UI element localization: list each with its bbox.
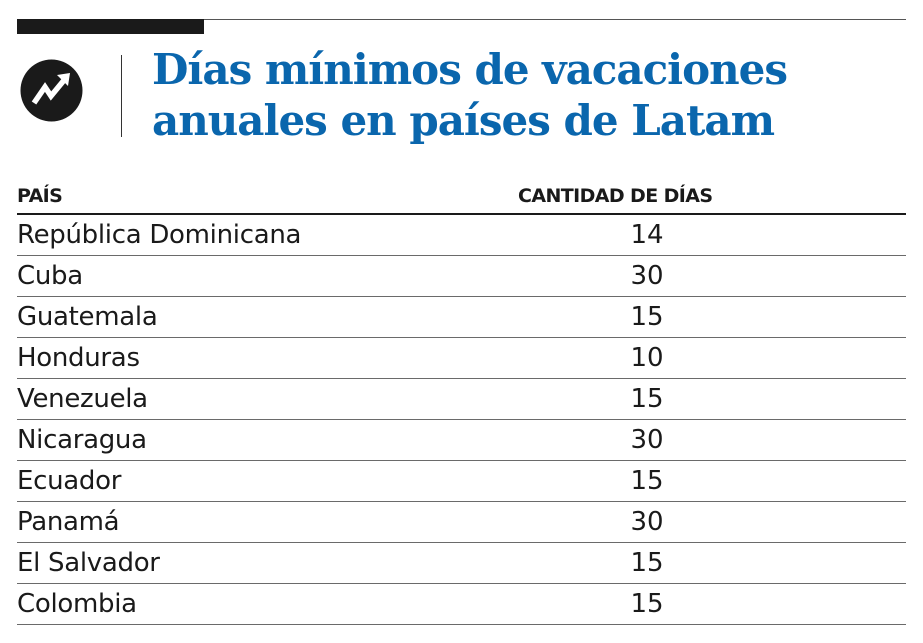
- days-cell: 30: [630, 425, 664, 455]
- table-header: PAÍS CANTIDAD DE DÍAS: [17, 181, 906, 215]
- country-cell: Honduras: [17, 343, 140, 373]
- trend-arrow-icon: [20, 59, 83, 122]
- table-row: Guatemala 15: [17, 297, 906, 338]
- country-cell: Panamá: [17, 507, 120, 537]
- table-row: Ecuador 15: [17, 461, 906, 502]
- country-cell: Guatemala: [17, 302, 158, 332]
- title-divider: [121, 55, 122, 137]
- days-cell: 15: [630, 589, 664, 619]
- country-cell: Colombia: [17, 589, 137, 619]
- country-cell: Ecuador: [17, 466, 122, 496]
- days-cell: 15: [630, 384, 664, 414]
- country-cell: Cuba: [17, 261, 83, 291]
- country-cell: El Salvador: [17, 548, 160, 578]
- table-body: República Dominicana 14 Cuba 30 Guatemal…: [17, 215, 906, 625]
- days-cell: 30: [630, 507, 664, 537]
- days-cell: 15: [630, 302, 664, 332]
- top-rule: [204, 19, 906, 20]
- country-cell: República Dominicana: [17, 220, 302, 250]
- days-cell: 30: [630, 261, 664, 291]
- table-row: Honduras 10: [17, 338, 906, 379]
- column-header-days: CANTIDAD DE DÍAS: [518, 185, 713, 207]
- days-cell: 14: [630, 220, 664, 250]
- table-row: Nicaragua 30: [17, 420, 906, 461]
- table-row: Venezuela 15: [17, 379, 906, 420]
- country-cell: Venezuela: [17, 384, 148, 414]
- table-row: Panamá 30: [17, 502, 906, 543]
- table-row: República Dominicana 14: [17, 215, 906, 256]
- column-header-country: PAÍS: [17, 185, 63, 207]
- country-cell: Nicaragua: [17, 425, 147, 455]
- days-cell: 10: [630, 343, 664, 373]
- table-row: El Salvador 15: [17, 543, 906, 584]
- table-row: Cuba 30: [17, 256, 906, 297]
- table-row: Colombia 15: [17, 584, 906, 625]
- days-cell: 15: [630, 466, 664, 496]
- days-cell: 15: [630, 548, 664, 578]
- page-title: Días mínimos de vacaciones anuales en pa…: [152, 45, 788, 145]
- top-accent-bar: [17, 19, 204, 34]
